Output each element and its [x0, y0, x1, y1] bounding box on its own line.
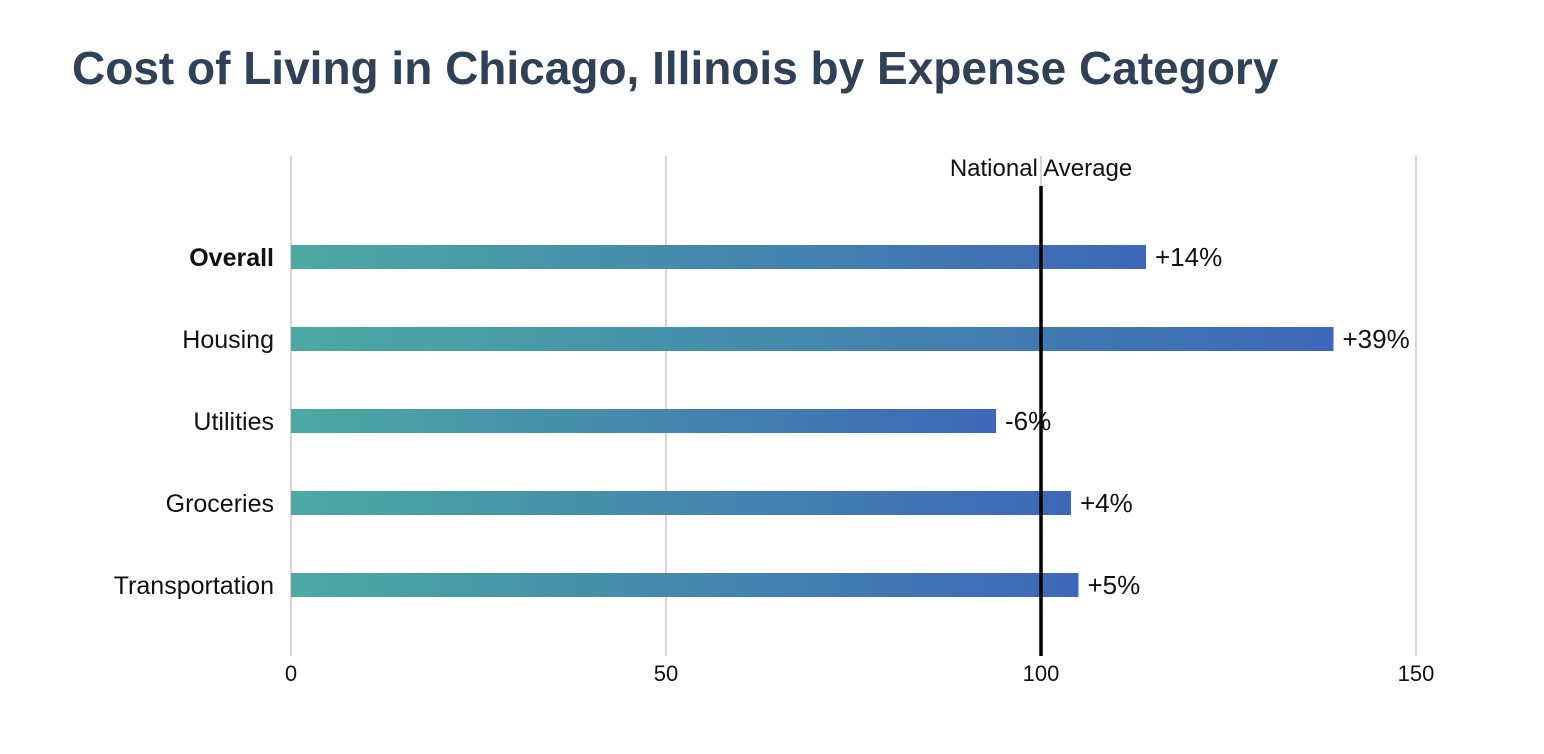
chart-title: Cost of Living in Chicago, Illinois by E… [72, 42, 1279, 94]
bars [291, 245, 1334, 597]
x-tick-label-0: 0 [285, 661, 297, 686]
data-label-transportation: +5% [1088, 570, 1141, 600]
x-tick-label-150: 150 [1398, 661, 1435, 686]
data-label-housing: +39% [1343, 324, 1410, 354]
x-tick-label-100: 100 [1023, 661, 1060, 686]
data-label-overall: +14% [1155, 242, 1222, 272]
bar-utilities [291, 409, 996, 433]
bar-transportation [291, 573, 1079, 597]
category-label-housing: Housing [182, 326, 274, 354]
data-label-groceries: +4% [1080, 488, 1133, 518]
labels: Overall +14% Housing +39% Utilities -6% Grocer… [114, 242, 1410, 600]
bar-overall [291, 245, 1146, 269]
data-label-utilities: -6% [1005, 406, 1051, 436]
category-label-utilities: Utilities [193, 408, 274, 436]
reference-line-group: National Average [950, 155, 1132, 656]
category-label-overall: Overall [189, 244, 274, 272]
bar-housing [291, 327, 1334, 351]
x-axis-ticks: 0 50 100 150 [285, 661, 1434, 686]
category-label-transportation: Transportation [114, 572, 274, 600]
category-label-groceries: Groceries [166, 490, 274, 518]
national-average-label: National Average [950, 155, 1132, 182]
x-tick-label-50: 50 [654, 661, 678, 686]
bar-groceries [291, 491, 1071, 515]
